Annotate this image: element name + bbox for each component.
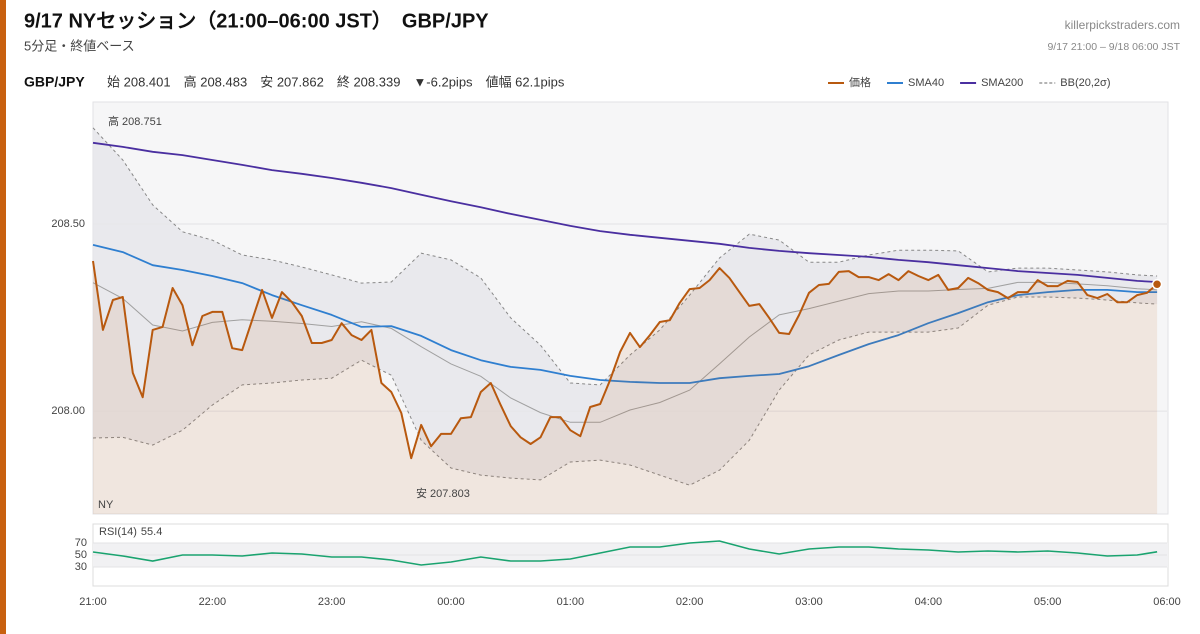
bb-lower <box>92 296 1158 486</box>
stat: 終 208.339 <box>337 74 401 89</box>
legend-label: 価格 <box>849 75 871 89</box>
stat: 値幅 62.1pips <box>486 74 565 89</box>
y-tick-label: 208.00 <box>51 405 85 417</box>
price-area <box>93 261 1158 514</box>
rsi-tick-label: 30 <box>75 561 87 573</box>
line-価格 <box>92 260 1158 460</box>
subtitle: 5分足・終値ベース <box>24 38 135 53</box>
rsi-label: RSI(14) <box>99 526 137 538</box>
line-SMA40 <box>92 244 1158 384</box>
symbol: GBP/JPY <box>24 74 85 90</box>
x-tick-label: 02:00 <box>676 596 704 608</box>
high-annotation: 高 208.751 <box>108 114 162 128</box>
x-tick-label: 03:00 <box>795 596 823 608</box>
legend-label: SMA200 <box>981 77 1023 89</box>
source: killerpickstraders.com <box>1065 18 1180 32</box>
bb-middle <box>92 281 1158 423</box>
y-tick-label: 208.50 <box>51 218 85 230</box>
rsi-tick-label: 50 <box>75 549 87 561</box>
x-tick-label: 22:00 <box>199 596 227 608</box>
legend-label: SMA40 <box>908 77 944 89</box>
line-SMA200 <box>92 141 1158 283</box>
x-tick-label: 01:00 <box>557 596 585 608</box>
low-annotation: 安 207.803 <box>416 486 470 500</box>
bb-upper <box>92 127 1158 386</box>
x-tick-label: 06:00 <box>1153 596 1181 608</box>
x-tick-label: 21:00 <box>79 596 107 608</box>
x-tick-label: 04:00 <box>915 596 943 608</box>
session-label: NY <box>98 499 114 511</box>
stat: 始 208.401 <box>107 74 171 89</box>
stat: ▼-6.2pips <box>413 74 473 89</box>
x-tick-label: 00:00 <box>437 596 465 608</box>
rsi-tick-label: 70 <box>75 537 87 549</box>
legend-label: BB(20,2σ) <box>1060 77 1110 89</box>
chart-title: 9/17 NYセッション（21:00–06:00 JST） GBP/JPY <box>24 9 489 32</box>
rsi-line <box>92 540 1158 566</box>
stat: 安 207.862 <box>260 74 324 89</box>
last-price-dot <box>1151 278 1163 290</box>
accent-bar <box>0 0 6 634</box>
rsi-value: 55.4 <box>141 526 162 538</box>
stat: 高 208.483 <box>184 74 248 89</box>
x-tick-label: 05:00 <box>1034 596 1062 608</box>
period: 9/17 21:00 – 9/18 06:00 JST <box>1047 41 1180 53</box>
x-tick-label: 23:00 <box>318 596 346 608</box>
